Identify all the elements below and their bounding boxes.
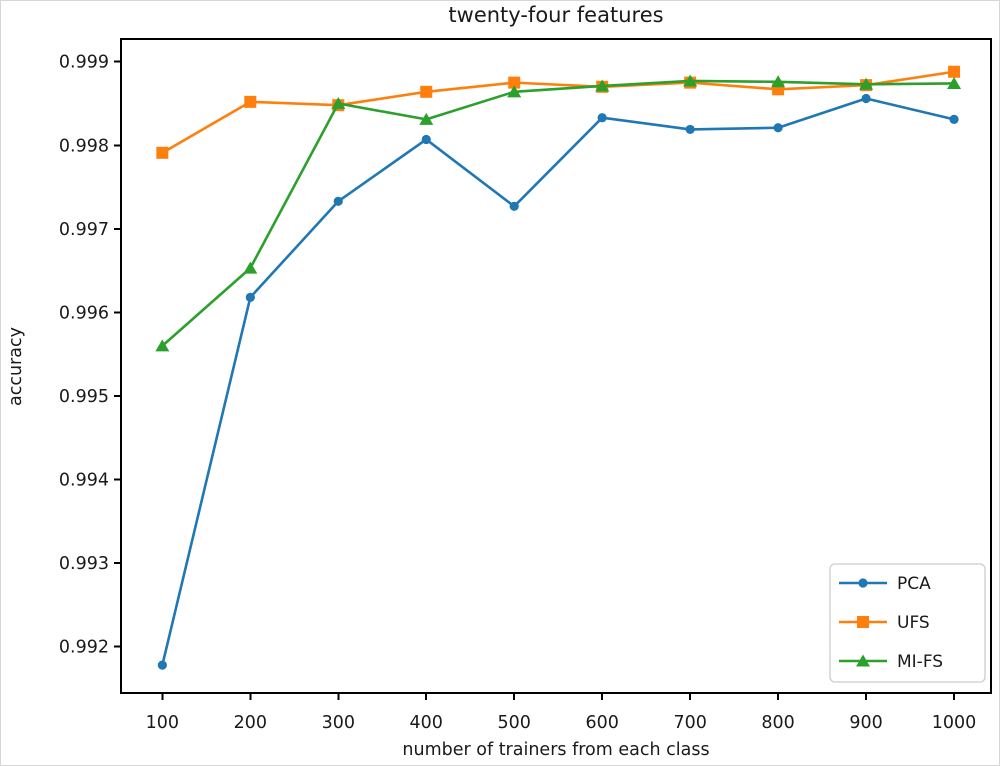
legend-marker bbox=[857, 616, 869, 628]
legend-marker bbox=[858, 578, 868, 588]
x-tick-label: 500 bbox=[498, 713, 531, 733]
series-ufs bbox=[156, 65, 961, 159]
data-point-marker bbox=[683, 74, 698, 87]
y-tick-label: 0.999 bbox=[59, 53, 109, 73]
data-point-marker bbox=[509, 201, 519, 211]
y-tick-label: 0.998 bbox=[59, 136, 109, 156]
data-point-marker bbox=[597, 113, 607, 123]
legend-entry-pca: PCA bbox=[839, 574, 931, 594]
legend-label: PCA bbox=[897, 574, 931, 594]
chart-title: twenty-four features bbox=[448, 3, 664, 27]
data-point-marker bbox=[419, 112, 434, 125]
legend: PCA UFS MI-FS bbox=[829, 563, 986, 683]
series-line bbox=[161, 70, 956, 155]
series-mi-fs bbox=[155, 74, 962, 352]
data-point-marker bbox=[773, 123, 783, 133]
data-point-marker bbox=[333, 196, 343, 206]
y-tick-label: 0.997 bbox=[59, 220, 109, 240]
data-point-marker bbox=[421, 134, 431, 145]
y-tick-label: 0.992 bbox=[59, 638, 109, 658]
data-point-marker bbox=[157, 660, 167, 670]
axes-spines bbox=[120, 38, 992, 694]
series-line bbox=[161, 79, 956, 348]
legend-label: MI-FS bbox=[897, 652, 943, 672]
x-tick-label: 800 bbox=[761, 713, 794, 733]
data-point-marker bbox=[156, 146, 169, 159]
x-axis-label: number of trainers from each class bbox=[402, 740, 710, 760]
y-tick-label: 0.996 bbox=[59, 303, 109, 323]
data-point-marker bbox=[245, 292, 255, 302]
data-point-marker bbox=[948, 65, 961, 78]
data-point-marker bbox=[420, 85, 433, 98]
data-point-marker bbox=[949, 114, 959, 124]
legend-box bbox=[829, 563, 986, 683]
y-axis: 0.992 0.993 0.994 0.995 0.996 0.997 0.998 0.999 bbox=[59, 53, 121, 658]
data-point-marker bbox=[243, 261, 258, 274]
x-tick-label: 400 bbox=[410, 713, 443, 733]
series-line bbox=[161, 97, 956, 667]
y-tick-label: 0.993 bbox=[59, 554, 109, 574]
x-tick-label: 900 bbox=[849, 713, 882, 733]
legend-label: UFS bbox=[897, 613, 930, 633]
legend-entry-mi-fs: MI-FS bbox=[839, 652, 943, 672]
data-point-marker bbox=[771, 75, 786, 88]
data-point-marker bbox=[859, 77, 874, 90]
x-tick-label: 200 bbox=[234, 713, 267, 733]
series-pca bbox=[157, 93, 959, 670]
x-tick-label: 600 bbox=[585, 713, 618, 733]
y-tick-label: 0.994 bbox=[59, 471, 109, 491]
legend-marker bbox=[856, 654, 870, 667]
data-point-marker bbox=[331, 97, 346, 110]
data-point-marker bbox=[507, 85, 522, 98]
x-tick-label: 100 bbox=[146, 713, 179, 733]
y-tick-label: 0.995 bbox=[59, 387, 109, 407]
x-tick-label: 1000 bbox=[932, 713, 977, 733]
data-point-marker bbox=[508, 76, 521, 89]
data-point-marker bbox=[155, 339, 170, 352]
x-tick-label: 300 bbox=[322, 713, 355, 733]
x-axis: 100 200 300 400 500 600 700 800 900 1000 bbox=[146, 693, 977, 733]
data-point-marker bbox=[244, 95, 257, 108]
x-tick-label: 700 bbox=[673, 713, 706, 733]
data-point-marker bbox=[947, 76, 962, 89]
data-point-marker bbox=[595, 79, 610, 92]
data-point-marker bbox=[861, 93, 871, 104]
legend-entry-ufs: UFS bbox=[839, 613, 930, 633]
data-point-marker bbox=[685, 124, 695, 135]
